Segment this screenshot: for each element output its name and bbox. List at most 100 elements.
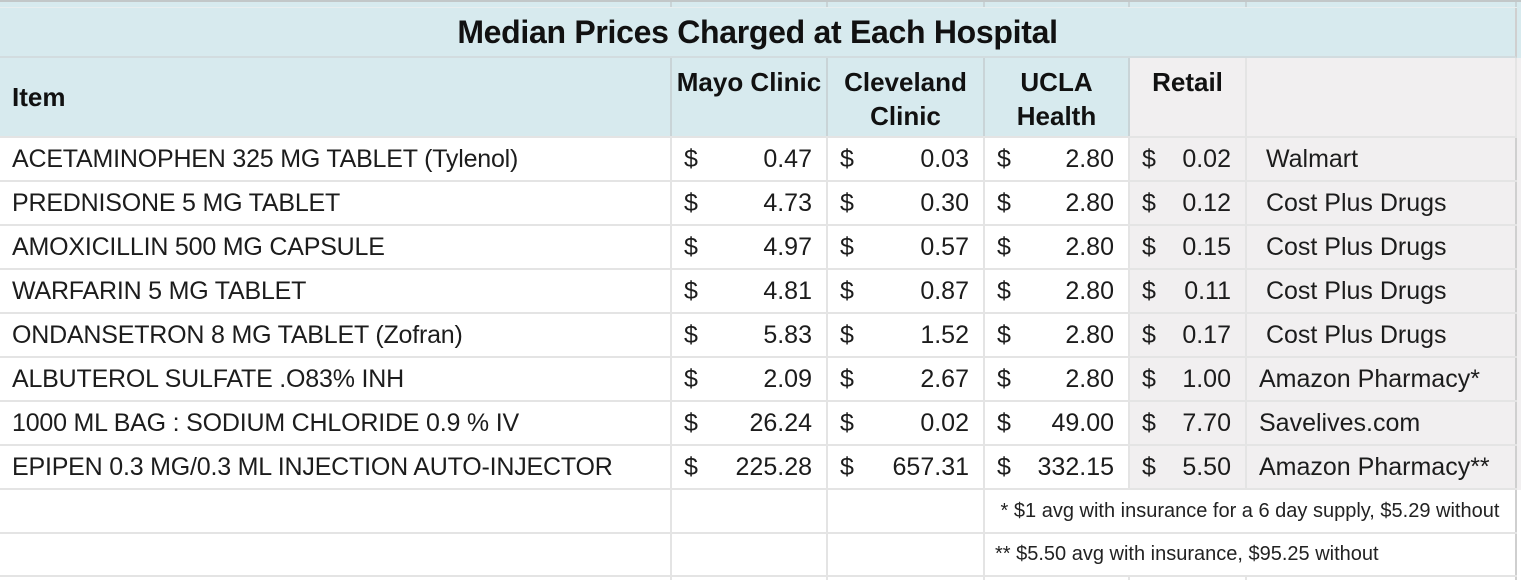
grid-sliver-cell: [1247, 2, 1517, 7]
dollar-sign: $: [684, 452, 698, 481]
dollar-sign: $: [840, 232, 854, 261]
price-cell-ucla[interactable]: $49.00: [985, 402, 1130, 444]
footnote-double-asterisk[interactable]: ** $5.50 avg with insurance, $95.25 with…: [985, 534, 1517, 575]
retail-source-cell[interactable]: Savelives.com: [1247, 402, 1517, 444]
column-header-item[interactable]: Item: [0, 58, 672, 136]
dollar-sign: $: [997, 144, 1011, 173]
table-row: ACETAMINOPHEN 325 MG TABLET (Tylenol) $0…: [0, 138, 1517, 182]
price-cell-mayo[interactable]: $0.47: [672, 138, 828, 180]
dollar-sign: $: [1142, 408, 1156, 437]
empty-cell[interactable]: [0, 490, 672, 532]
price-cell-cleveland[interactable]: $2.67: [828, 358, 985, 400]
grid-sliver-cell: [672, 577, 828, 580]
item-cell[interactable]: WARFARIN 5 MG TABLET: [0, 270, 672, 312]
price-cell-retail[interactable]: $5.50: [1130, 446, 1247, 488]
column-header-retail[interactable]: Retail: [1130, 58, 1247, 136]
price-cell-cleveland[interactable]: $0.02: [828, 402, 985, 444]
price-cell-mayo[interactable]: $225.28: [672, 446, 828, 488]
price-cell-mayo[interactable]: $26.24: [672, 402, 828, 444]
dollar-sign: $: [1142, 364, 1156, 393]
dollar-sign: $: [840, 144, 854, 173]
price-cell-retail[interactable]: $0.02: [1130, 138, 1247, 180]
price-cell-retail[interactable]: $1.00: [1130, 358, 1247, 400]
price-cell-ucla[interactable]: $2.80: [985, 270, 1130, 312]
column-header-cleveland-clinic[interactable]: Cleveland Clinic: [828, 58, 985, 136]
table-row: PREDNISONE 5 MG TABLET $4.73 $0.30 $2.80…: [0, 182, 1517, 226]
grid-sliver-cell: [1247, 577, 1517, 580]
retail-source-cell[interactable]: Amazon Pharmacy*: [1247, 358, 1517, 400]
table-row: WARFARIN 5 MG TABLET $4.81 $0.87 $2.80 $…: [0, 270, 1517, 314]
dollar-sign: $: [997, 364, 1011, 393]
dollar-sign: $: [1142, 144, 1156, 173]
item-cell[interactable]: 1000 ML BAG : SODIUM CHLORIDE 0.9 % IV: [0, 402, 672, 444]
price-cell-mayo[interactable]: $5.83: [672, 314, 828, 356]
grid-sliver-cell: [828, 2, 985, 7]
item-cell[interactable]: AMOXICILLIN 500 MG CAPSULE: [0, 226, 672, 268]
dollar-sign: $: [840, 276, 854, 305]
dollar-sign: $: [684, 276, 698, 305]
empty-cell[interactable]: [828, 490, 985, 532]
item-cell[interactable]: EPIPEN 0.3 MG/0.3 ML INJECTION AUTO-INJE…: [0, 446, 672, 488]
dollar-sign: $: [840, 320, 854, 349]
table-title: Median Prices Charged at Each Hospital: [457, 13, 1058, 50]
column-header-source[interactable]: [1247, 58, 1517, 136]
empty-cell[interactable]: [0, 534, 672, 575]
retail-source-cell[interactable]: Cost Plus Drugs: [1247, 314, 1517, 356]
grid-sliver-cell: [985, 577, 1130, 580]
retail-source-cell[interactable]: Cost Plus Drugs: [1247, 270, 1517, 312]
empty-cell[interactable]: [672, 534, 828, 575]
retail-source-cell[interactable]: Walmart: [1247, 138, 1517, 180]
retail-source-cell[interactable]: Cost Plus Drugs: [1247, 226, 1517, 268]
price-cell-ucla[interactable]: $2.80: [985, 358, 1130, 400]
partial-row-above: [0, 2, 1517, 8]
table-title-cell[interactable]: Median Prices Charged at Each Hospital: [0, 8, 1517, 58]
grid-sliver-cell: [828, 577, 985, 580]
price-cell-retail[interactable]: $0.15: [1130, 226, 1247, 268]
dollar-sign: $: [684, 144, 698, 173]
grid-sliver-cell: [985, 2, 1130, 7]
price-cell-retail[interactable]: $0.12: [1130, 182, 1247, 224]
price-cell-cleveland[interactable]: $0.87: [828, 270, 985, 312]
price-cell-ucla[interactable]: $332.15: [985, 446, 1130, 488]
column-header-mayo-clinic[interactable]: Mayo Clinic: [672, 58, 828, 136]
price-cell-retail[interactable]: $7.70: [1130, 402, 1247, 444]
price-cell-mayo[interactable]: $4.81: [672, 270, 828, 312]
table-row: AMOXICILLIN 500 MG CAPSULE $4.97 $0.57 $…: [0, 226, 1517, 270]
price-cell-retail[interactable]: $0.11: [1130, 270, 1247, 312]
price-cell-mayo[interactable]: $4.97: [672, 226, 828, 268]
item-cell[interactable]: ALBUTEROL SULFATE .O83% INH: [0, 358, 672, 400]
dollar-sign: $: [997, 232, 1011, 261]
price-cell-cleveland[interactable]: $0.03: [828, 138, 985, 180]
item-cell[interactable]: ONDANSETRON 8 MG TABLET (Zofran): [0, 314, 672, 356]
price-cell-ucla[interactable]: $2.80: [985, 314, 1130, 356]
table-row: EPIPEN 0.3 MG/0.3 ML INJECTION AUTO-INJE…: [0, 446, 1517, 490]
price-cell-cleveland[interactable]: $0.57: [828, 226, 985, 268]
price-cell-mayo[interactable]: $2.09: [672, 358, 828, 400]
price-cell-mayo[interactable]: $4.73: [672, 182, 828, 224]
price-cell-cleveland[interactable]: $657.31: [828, 446, 985, 488]
price-cell-cleveland[interactable]: $1.52: [828, 314, 985, 356]
dollar-sign: $: [1142, 320, 1156, 349]
retail-source-cell[interactable]: Amazon Pharmacy**: [1247, 446, 1517, 488]
retail-source-cell[interactable]: Cost Plus Drugs: [1247, 182, 1517, 224]
item-cell[interactable]: ACETAMINOPHEN 325 MG TABLET (Tylenol): [0, 138, 672, 180]
price-cell-cleveland[interactable]: $0.30: [828, 182, 985, 224]
item-cell[interactable]: PREDNISONE 5 MG TABLET: [0, 182, 672, 224]
price-cell-ucla[interactable]: $2.80: [985, 182, 1130, 224]
price-cell-ucla[interactable]: $2.80: [985, 226, 1130, 268]
footnote-row: ** $5.50 avg with insurance, $95.25 with…: [0, 534, 1517, 577]
dollar-sign: $: [997, 188, 1011, 217]
column-header-ucla-health[interactable]: UCLA Health: [985, 58, 1130, 136]
grid-sliver-cell: [0, 2, 672, 7]
empty-cell[interactable]: [828, 534, 985, 575]
grid-sliver-cell: [672, 2, 828, 7]
dollar-sign: $: [840, 364, 854, 393]
grid-sliver-cell: [1130, 577, 1247, 580]
table-row: 1000 ML BAG : SODIUM CHLORIDE 0.9 % IV $…: [0, 402, 1517, 446]
footnote-asterisk[interactable]: * $1 avg with insurance for a 6 day supp…: [985, 490, 1517, 532]
empty-cell[interactable]: [672, 490, 828, 532]
price-cell-ucla[interactable]: $2.80: [985, 138, 1130, 180]
price-cell-retail[interactable]: $0.17: [1130, 314, 1247, 356]
grid-sliver-cell: [0, 577, 672, 580]
